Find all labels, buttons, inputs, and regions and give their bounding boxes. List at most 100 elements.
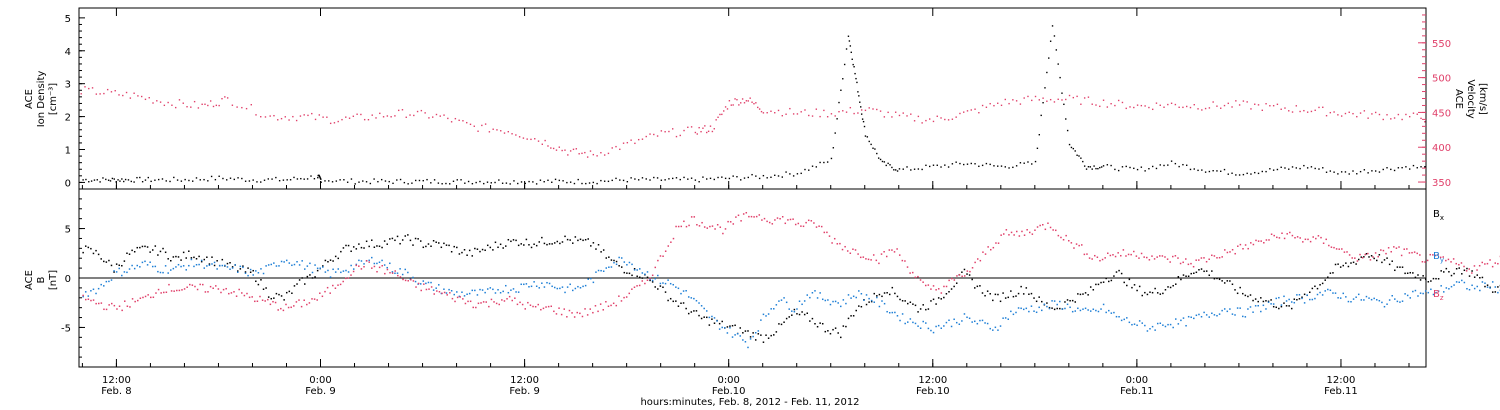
b-z-point: [277, 309, 279, 311]
b-z-point: [800, 225, 802, 227]
b-x-point: [314, 276, 316, 278]
b-z-point: [1127, 253, 1130, 256]
b-z-point: [1143, 256, 1145, 258]
ion-density-point: [464, 182, 466, 184]
b-y-point: [159, 271, 162, 274]
b-x-point: [1355, 263, 1357, 265]
velocity-point: [1083, 97, 1086, 99]
b-x-point: [90, 247, 92, 250]
b-z-point: [560, 313, 563, 316]
b-z-point: [1192, 265, 1195, 268]
ion-density-point: [1074, 150, 1076, 152]
b-z-point: [1356, 260, 1359, 262]
b-x-point: [1195, 271, 1198, 274]
ion-density-point: [883, 161, 886, 163]
ion-density-point: [893, 169, 895, 171]
b-z-point: [1286, 233, 1288, 235]
b-y-point: [1435, 291, 1437, 294]
b-x-point: [860, 305, 863, 308]
b-y-point: [700, 305, 703, 307]
ion-density-point: [853, 66, 855, 68]
b-y-point: [296, 260, 298, 263]
ion-density-point: [940, 166, 942, 168]
velocity-point: [734, 98, 736, 100]
velocity-point: [1390, 118, 1392, 120]
ion-density-point: [1314, 167, 1316, 170]
velocity-point: [575, 148, 578, 150]
b-x-point: [1190, 272, 1192, 275]
ion-density-point: [1114, 168, 1116, 171]
b-x-point: [659, 285, 662, 287]
b-x-point: [528, 244, 530, 246]
b-x-point: [1187, 275, 1190, 278]
b-z-point: [334, 287, 337, 289]
b-x-point: [128, 253, 131, 255]
b-z-point: [1177, 257, 1179, 259]
velocity-point: [860, 109, 863, 111]
b-z-point: [1242, 248, 1244, 250]
ion-density-point: [123, 180, 125, 183]
b-z-point: [178, 289, 181, 292]
b-z-point: [1315, 237, 1317, 240]
velocity-point: [231, 104, 234, 106]
b-x-point: [886, 292, 888, 294]
ion-density-point: [244, 180, 247, 182]
ion-density-point: [860, 113, 863, 115]
b-x-point: [803, 313, 806, 316]
b-z-point: [1400, 254, 1403, 257]
b-x-point: [948, 291, 950, 293]
b-z-point: [919, 279, 922, 281]
ion-density-point: [490, 182, 492, 184]
b-x-point: [1383, 259, 1386, 261]
b-x-point: [505, 245, 507, 247]
b-y-point: [1185, 324, 1187, 327]
b-y-point: [708, 316, 711, 319]
b-z-point: [397, 274, 399, 277]
b-x-point: [868, 301, 870, 303]
b-y-point: [1455, 281, 1458, 283]
b-y-point: [548, 282, 551, 285]
b-z-point: [1408, 252, 1411, 254]
velocity-point: [834, 115, 836, 117]
b-x-point: [809, 320, 811, 322]
velocity-point: [1004, 98, 1006, 101]
b-y-point: [615, 263, 618, 266]
ion-density-point: [1170, 160, 1173, 162]
b-z-point: [1203, 257, 1205, 259]
b-x-point: [265, 287, 267, 289]
b-y-point: [821, 298, 824, 301]
b-x-point: [1357, 258, 1360, 261]
b-z-point: [1226, 251, 1229, 254]
b-y-point: [1082, 308, 1084, 310]
ion-density-point: [936, 164, 938, 166]
b-y-point: [553, 286, 556, 289]
b-z-point: [1244, 244, 1247, 246]
b-x-point: [1097, 283, 1100, 286]
velocity-point: [299, 115, 302, 117]
b-x-point: [605, 257, 608, 259]
ion-density-point: [1148, 167, 1150, 170]
b-y-point: [422, 280, 425, 282]
b-z-point: [898, 254, 901, 256]
b-z-point: [1330, 246, 1333, 248]
ion-density-point: [868, 140, 870, 143]
b-y-point: [1293, 301, 1296, 304]
ion-density-point: [690, 177, 693, 179]
velocity-point: [845, 111, 848, 113]
ion-density-point: [554, 178, 557, 181]
b-y-point: [1156, 322, 1159, 325]
ion-density-point: [558, 179, 561, 182]
b-y-point: [1424, 290, 1427, 292]
x-tick-date-label: Feb.10: [712, 386, 746, 397]
b-x-point: [731, 324, 734, 327]
b-x-point: [1381, 261, 1383, 264]
ion-density-point: [792, 175, 795, 177]
b-x-point: [587, 238, 589, 240]
b-y-point: [438, 284, 440, 286]
b-z-point: [922, 281, 924, 283]
b-y-point: [404, 268, 407, 271]
x-tick-time-label: 12:00: [918, 375, 947, 386]
velocity-point: [1144, 105, 1146, 107]
b-z-point: [1346, 251, 1348, 253]
